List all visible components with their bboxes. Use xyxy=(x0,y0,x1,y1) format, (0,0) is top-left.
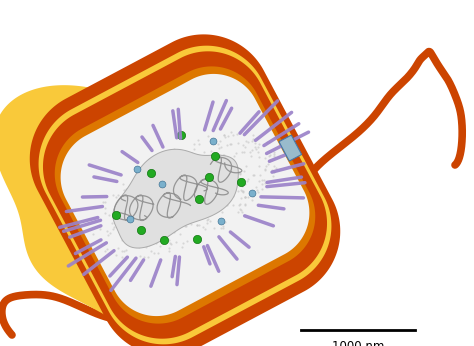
Polygon shape xyxy=(113,149,238,248)
Polygon shape xyxy=(30,34,340,346)
Polygon shape xyxy=(38,46,331,344)
Polygon shape xyxy=(61,74,310,316)
Text: 1000 nm: 1000 nm xyxy=(332,340,384,346)
Polygon shape xyxy=(43,51,327,339)
Polygon shape xyxy=(55,66,315,324)
Polygon shape xyxy=(0,85,311,339)
Polygon shape xyxy=(279,135,301,161)
